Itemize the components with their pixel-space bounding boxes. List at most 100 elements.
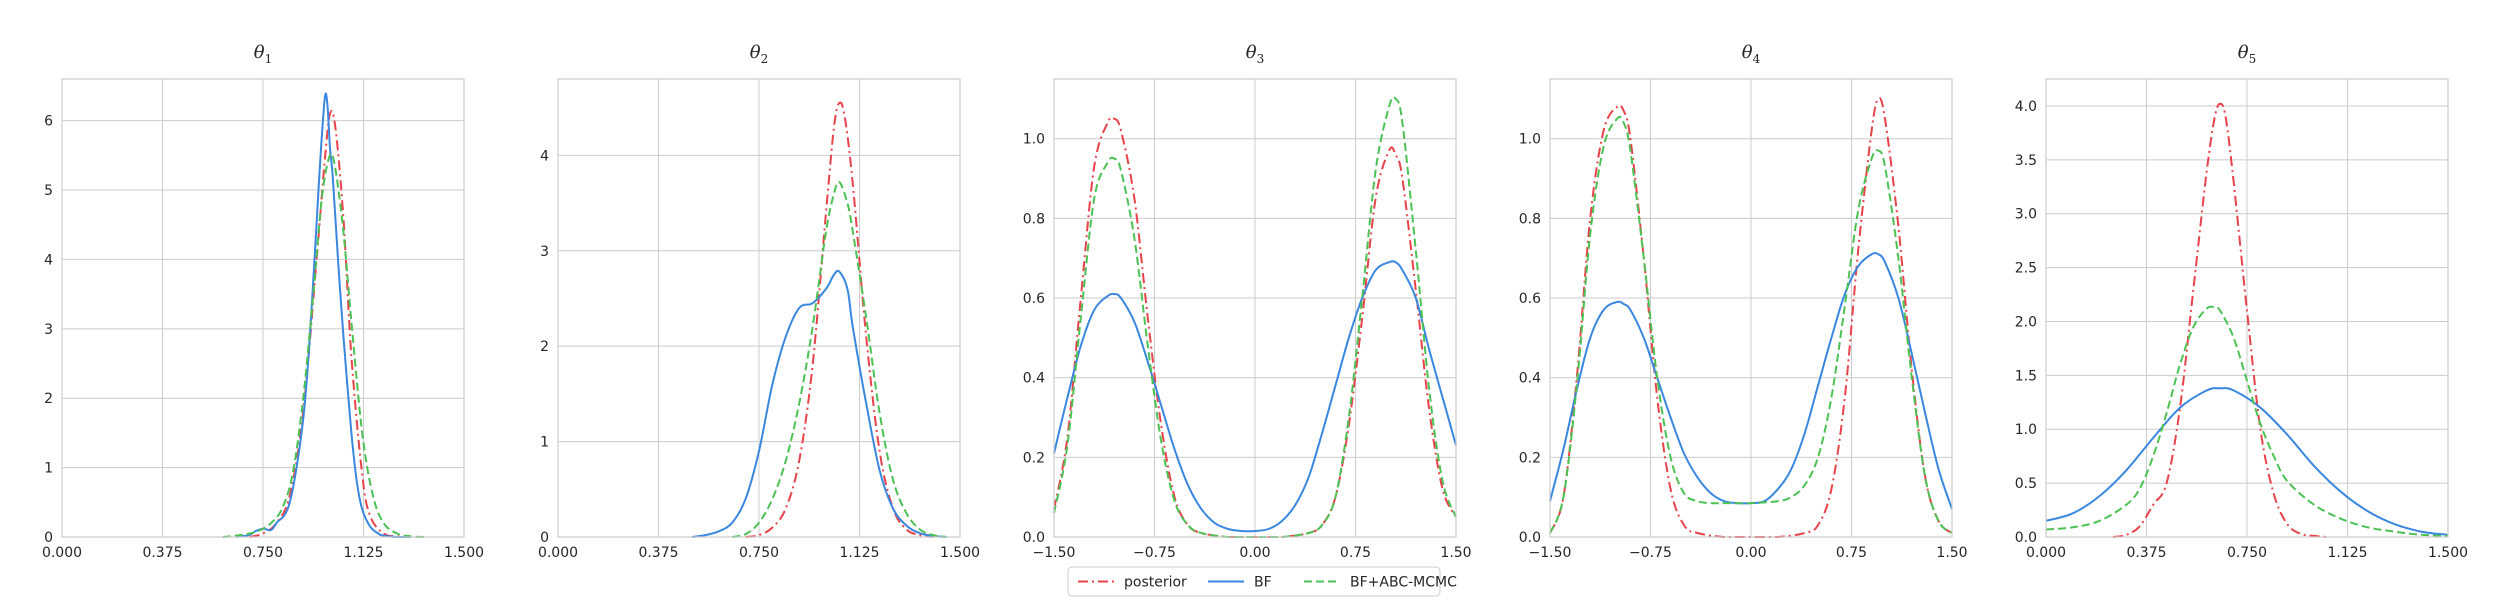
y-tick-label: 2: [44, 391, 53, 407]
y-tick-label: 1.0: [1023, 132, 1045, 148]
panel-title-base: θ: [2238, 42, 2249, 63]
x-tick-label: 1.500: [940, 545, 980, 561]
y-tick-label: 0.4: [1519, 371, 1541, 387]
y-tick-label: 0.5: [2015, 476, 2037, 492]
panel-title: θ3: [1246, 42, 1264, 66]
y-tick-label: 4: [44, 252, 53, 268]
x-tick-label: 1.125: [2327, 545, 2367, 561]
series-line-bf: [1053, 260, 1457, 533]
y-tick-label: 1.0: [2015, 422, 2037, 438]
y-tick-label: 0.8: [1519, 211, 1541, 227]
series-line-bf-abc-mcmc: [1549, 115, 1953, 534]
y-tick-label: 2: [540, 339, 549, 355]
y-tick-label: 0.0: [2015, 530, 2037, 546]
x-tick-label: 1.50: [1936, 545, 1967, 561]
y-tick-label: 4.0: [2015, 99, 2037, 115]
y-tick-label: 3.5: [2015, 153, 2037, 169]
panel-4: −1.50 −0.75 0.00 0.75 1.50 0.0 0.2 0.4 0.6 0.8 1.0…: [1519, 42, 1968, 561]
panel-title-subscript: 5: [2249, 52, 2257, 66]
panel-title-subscript: 3: [1257, 52, 1265, 66]
y-tick-label: 1: [44, 461, 53, 477]
x-tick-label: 1.125: [343, 545, 383, 561]
y-tick-label: 0.4: [1023, 371, 1045, 387]
series-line-bf: [691, 269, 947, 538]
panel-title-base: θ: [254, 42, 265, 63]
y-tick-label: 0.8: [1023, 211, 1045, 227]
x-tick-label: 0.000: [42, 545, 82, 561]
x-tick-label: −0.75: [1629, 545, 1672, 561]
panel-title: θ2: [750, 42, 768, 66]
x-tick-label: 1.500: [2428, 545, 2468, 561]
y-tick-label: 0: [540, 530, 549, 546]
plot-frame: [2045, 78, 2449, 538]
panel-3: −1.50 −0.75 0.00 0.75 1.50 0.0 0.2 0.4 0.6 0.8 1.0…: [1023, 42, 1472, 561]
y-tick-label: 0: [44, 530, 53, 546]
x-tick-label: 0.750: [2227, 545, 2267, 561]
y-tick-label: 3.0: [2015, 207, 2037, 223]
x-tick-label: 0.750: [243, 545, 283, 561]
x-tick-label: 0.375: [142, 545, 182, 561]
legend: posterior BF BF+ABC-MCMC: [1067, 566, 1457, 597]
panel-5: 0.000 0.375 0.750 1.125 1.500 0.0 0.5 1.0 1.5 2.0…: [2015, 42, 2468, 561]
y-tick-label: 1.0: [1519, 132, 1541, 148]
legend-label: BF: [1254, 575, 1272, 591]
plot-frame: [1053, 78, 1457, 538]
y-tick-label: 0.0: [1023, 530, 1045, 546]
y-tick-label: 2.0: [2015, 314, 2037, 330]
y-tick-label: 1.5: [2015, 368, 2037, 384]
x-tick-label: −1.50: [1033, 545, 1076, 561]
panel-title-base: θ: [1742, 42, 1753, 63]
panel-title-subscript: 1: [265, 52, 273, 66]
legend-box: [1067, 566, 1441, 597]
y-tick-label: 4: [540, 148, 549, 164]
series-line-bf-abc-mcmc: [2045, 305, 2449, 537]
series-line-bf-abc-mcmc: [731, 180, 947, 538]
x-tick-label: 0.00: [1239, 545, 1270, 561]
panel-title: θ5: [2238, 42, 2256, 66]
y-tick-label: 0.6: [1519, 291, 1541, 307]
plot-frame: [557, 78, 961, 538]
panel-title: θ4: [1742, 42, 1761, 66]
panel-title: θ1: [254, 42, 272, 66]
x-tick-label: 0.75: [1836, 545, 1867, 561]
y-tick-label: 3: [44, 322, 53, 338]
x-tick-label: 0.00: [1735, 545, 1766, 561]
panel-title-base: θ: [1246, 42, 1257, 63]
legend-label: BF+ABC-MCMC: [1350, 575, 1457, 591]
y-tick-label: 0.0: [1519, 530, 1541, 546]
panel-title-subscript: 2: [761, 52, 769, 66]
series-line-bf-abc-mcmc: [222, 152, 424, 538]
panel-title-base: θ: [750, 42, 761, 63]
plot-frame: [1549, 78, 1953, 538]
series-line-posterior: [2112, 102, 2328, 538]
x-tick-label: 0.750: [739, 545, 779, 561]
x-tick-label: 0.75: [1340, 545, 1371, 561]
x-tick-label: 0.000: [538, 545, 578, 561]
x-tick-label: 1.125: [839, 545, 879, 561]
x-tick-label: 0.375: [2126, 545, 2166, 561]
series-line-posterior: [745, 101, 934, 538]
x-tick-label: 1.500: [444, 545, 484, 561]
legend-label: posterior: [1124, 575, 1187, 591]
y-tick-label: 5: [44, 183, 53, 199]
y-tick-label: 1: [540, 435, 549, 451]
x-tick-label: 0.000: [2026, 545, 2066, 561]
series-line-posterior: [249, 109, 411, 538]
y-tick-label: 3: [540, 244, 549, 260]
panel-title-subscript: 4: [1753, 52, 1761, 66]
y-tick-label: 0.2: [1023, 450, 1045, 466]
y-tick-label: 6: [44, 114, 53, 130]
plot-frame: [61, 78, 465, 538]
x-tick-label: −1.50: [1529, 545, 1572, 561]
y-tick-label: 0.6: [1023, 291, 1045, 307]
series-line-bf: [236, 92, 411, 538]
x-tick-label: 1.50: [1440, 545, 1471, 561]
y-tick-label: 2.5: [2015, 261, 2037, 277]
y-tick-label: 0.2: [1519, 450, 1541, 466]
x-tick-label: 0.375: [638, 545, 678, 561]
x-tick-label: −0.75: [1133, 545, 1176, 561]
series-line-bf: [2045, 387, 2449, 536]
